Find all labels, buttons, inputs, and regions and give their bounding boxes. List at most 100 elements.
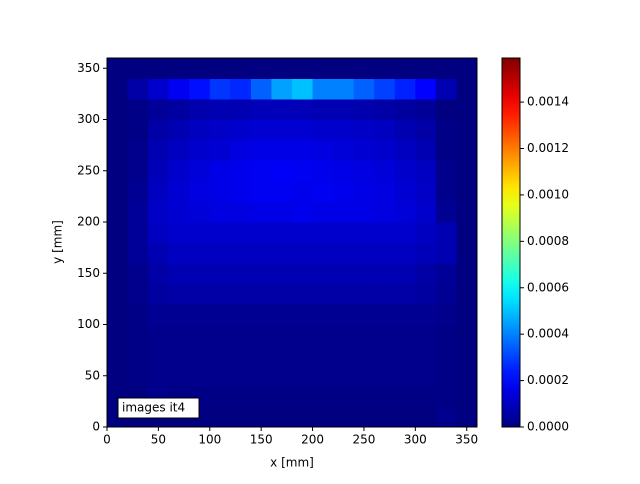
heatmap-cell xyxy=(168,304,190,325)
y-tick-label: 200 xyxy=(77,215,100,229)
heatmap-cell xyxy=(374,324,396,346)
heatmap-cell xyxy=(107,242,129,264)
heatmap-cell xyxy=(107,119,129,141)
heatmap-cell xyxy=(107,365,129,387)
heatmap-cell xyxy=(209,324,231,346)
colorbar-tick-label: 0.0004 xyxy=(527,327,569,341)
heatmap-cell xyxy=(456,406,478,428)
colorbar-tick-label: 0.0006 xyxy=(527,280,569,294)
heatmap-cell xyxy=(415,99,437,120)
heatmap-cell xyxy=(333,365,355,387)
heatmap-cell xyxy=(209,222,231,243)
heatmap-cell xyxy=(107,99,129,120)
heatmap-cell xyxy=(127,201,149,223)
heatmap-cell xyxy=(312,283,334,305)
heatmap-cell xyxy=(168,160,190,182)
heatmap-cell xyxy=(127,324,149,346)
heatmap-cell xyxy=(333,201,355,223)
heatmap-cell xyxy=(456,201,478,223)
heatmap-cell xyxy=(250,140,272,161)
heatmap-cell xyxy=(394,263,416,284)
heatmap-cell xyxy=(374,58,396,79)
heatmap-cell xyxy=(148,160,170,182)
heatmap-cell xyxy=(333,160,355,182)
x-tick-label: 200 xyxy=(301,433,324,447)
colorbar-tick-label: 0.0014 xyxy=(527,95,569,109)
heatmap-cell xyxy=(312,386,334,407)
heatmap-cell xyxy=(271,58,293,79)
y-tick-label: 100 xyxy=(77,317,100,331)
heatmap-cell xyxy=(312,263,334,284)
heatmap-cell xyxy=(415,406,437,428)
heatmap-cell xyxy=(292,140,314,161)
heatmap-cell xyxy=(374,181,396,202)
heatmap-cell xyxy=(333,181,355,202)
heatmap-cell xyxy=(415,222,437,243)
heatmap-cell xyxy=(271,119,293,141)
heatmap-cell xyxy=(312,78,334,100)
heatmap-cell xyxy=(189,324,211,346)
heatmap-cell xyxy=(230,263,252,284)
heatmap-cell xyxy=(271,406,293,428)
heatmap-cell xyxy=(415,181,437,202)
y-tick-label: 300 xyxy=(77,112,100,126)
heatmap-cell xyxy=(353,201,375,223)
heatmap-cell xyxy=(374,365,396,387)
heatmap-cell xyxy=(271,99,293,120)
heatmap-cell xyxy=(415,242,437,264)
heatmap-cell xyxy=(312,119,334,141)
heatmap-cell xyxy=(456,78,478,100)
heatmap-cell xyxy=(271,345,293,366)
heatmap-cell xyxy=(107,345,129,366)
heatmap-cell xyxy=(209,345,231,366)
heatmap-cell xyxy=(148,263,170,284)
heatmap-cell xyxy=(148,242,170,264)
heatmap-cell xyxy=(292,58,314,79)
heatmap-cell xyxy=(374,140,396,161)
heatmap-cell xyxy=(394,160,416,182)
heatmap-cell xyxy=(415,345,437,366)
heatmap-cell xyxy=(394,324,416,346)
heatmap-cell xyxy=(374,222,396,243)
heatmap-cell xyxy=(333,304,355,325)
heatmap-cell xyxy=(148,99,170,120)
heatmap-cell xyxy=(168,263,190,284)
heatmap-cell xyxy=(107,304,129,325)
heatmap-cell xyxy=(394,345,416,366)
heatmap-cell xyxy=(292,242,314,264)
heatmap-cell xyxy=(148,222,170,243)
heatmap-cell xyxy=(168,365,190,387)
heatmap-cell xyxy=(292,324,314,346)
heatmap-cell xyxy=(148,181,170,202)
heatmap-cell xyxy=(292,201,314,223)
heatmap-cell xyxy=(271,283,293,305)
heatmap-cell xyxy=(435,345,457,366)
heatmap-cell xyxy=(312,304,334,325)
heatmap-cell xyxy=(374,304,396,325)
heatmap-cell xyxy=(168,119,190,141)
y-axis-label: y [mm] xyxy=(51,220,65,264)
heatmap-cell xyxy=(394,181,416,202)
heatmap-cell xyxy=(435,386,457,407)
heatmap-cell xyxy=(456,160,478,182)
heatmap-cell xyxy=(209,119,231,141)
heatmap-cell xyxy=(394,406,416,428)
heatmap-cell xyxy=(127,222,149,243)
heatmap-cell xyxy=(230,406,252,428)
heatmap-cell xyxy=(353,160,375,182)
heatmap-cell xyxy=(353,386,375,407)
heatmap-cell xyxy=(189,222,211,243)
heatmap-cell xyxy=(107,263,129,284)
heatmap-cell xyxy=(148,58,170,79)
heatmap-cell xyxy=(435,406,457,428)
heatmap-cell xyxy=(435,365,457,387)
heatmap-cell xyxy=(209,386,231,407)
heatmap-cell xyxy=(456,283,478,305)
heatmap-cell xyxy=(168,283,190,305)
heatmap-cell xyxy=(456,58,478,79)
heatmap-cell xyxy=(209,201,231,223)
heatmap-cell xyxy=(353,406,375,428)
heatmap-cell xyxy=(230,78,252,100)
heatmap-cell xyxy=(189,365,211,387)
heatmap-cell xyxy=(292,406,314,428)
